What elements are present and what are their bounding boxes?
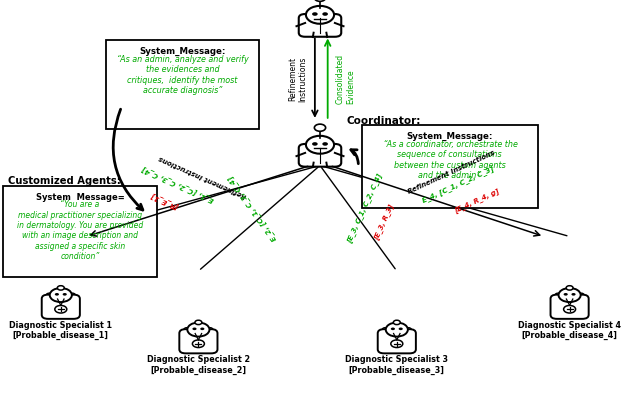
Circle shape bbox=[572, 293, 575, 296]
Text: System_Message:: System_Message: bbox=[140, 47, 225, 56]
Text: “You are a
medical practitioner specializing
in dermatology. You are provided
wi: “You are a medical practitioner speciali… bbox=[17, 200, 143, 260]
Circle shape bbox=[559, 288, 580, 302]
Text: E_4, [C_1, C_2, C_3]: E_4, [C_1, C_2, C_3] bbox=[420, 165, 495, 204]
FancyBboxPatch shape bbox=[3, 186, 157, 277]
Circle shape bbox=[58, 286, 64, 290]
Circle shape bbox=[195, 320, 202, 325]
Text: E_1, [C_2, C_3, C_4]: E_1, [C_2, C_3, C_4] bbox=[141, 165, 214, 203]
Circle shape bbox=[314, 125, 326, 132]
Text: Diagnostic Specialist 4
[Probable_disease_4]: Diagnostic Specialist 4 [Probable_diseas… bbox=[518, 320, 621, 339]
FancyBboxPatch shape bbox=[179, 329, 218, 354]
Text: Diagnostic Specialist 3
[Probable_disease_3]: Diagnostic Specialist 3 [Probable_diseas… bbox=[346, 354, 448, 374]
FancyBboxPatch shape bbox=[106, 40, 259, 130]
FancyBboxPatch shape bbox=[299, 145, 341, 167]
Text: Customized Agents:: Customized Agents: bbox=[8, 175, 120, 185]
Text: Diagnostic Specialist 2
[Probable_disease_2]: Diagnostic Specialist 2 [Probable_diseas… bbox=[147, 354, 250, 374]
Circle shape bbox=[382, 328, 388, 332]
Circle shape bbox=[314, 0, 326, 2]
Text: [E_3, C_1, C_2, C_4]: [E_3, C_1, C_2, C_4] bbox=[346, 172, 383, 243]
Text: Refinement
Instructions: Refinement Instructions bbox=[288, 56, 307, 102]
Text: Diagnostic Specialist 1
[Probable_disease_1]: Diagnostic Specialist 1 [Probable_diseas… bbox=[10, 320, 112, 339]
Circle shape bbox=[566, 286, 573, 290]
Circle shape bbox=[394, 320, 400, 325]
Text: System  Message=: System Message= bbox=[36, 192, 124, 201]
Circle shape bbox=[306, 7, 334, 25]
Circle shape bbox=[188, 323, 209, 337]
Circle shape bbox=[323, 143, 328, 146]
Text: [E_3, R_3]: [E_3, R_3] bbox=[373, 203, 395, 241]
Text: [E_4, R_4, g]: [E_4, R_4, g] bbox=[453, 187, 500, 214]
Circle shape bbox=[555, 294, 561, 297]
Circle shape bbox=[193, 328, 196, 330]
FancyBboxPatch shape bbox=[362, 126, 538, 209]
Text: Coordinator:: Coordinator: bbox=[347, 115, 421, 126]
FancyBboxPatch shape bbox=[42, 295, 80, 319]
Circle shape bbox=[207, 328, 213, 332]
Circle shape bbox=[323, 13, 328, 17]
Circle shape bbox=[184, 328, 190, 332]
Circle shape bbox=[50, 288, 72, 302]
Text: E_2, [C_1, C_3, C_4]: E_2, [C_1, C_3, C_4] bbox=[227, 174, 278, 241]
Circle shape bbox=[46, 294, 52, 297]
FancyBboxPatch shape bbox=[550, 295, 589, 319]
Circle shape bbox=[405, 328, 412, 332]
Text: [R_E_1]: [R_E_1] bbox=[150, 191, 180, 210]
Circle shape bbox=[391, 328, 395, 330]
FancyBboxPatch shape bbox=[378, 329, 416, 354]
Circle shape bbox=[312, 143, 317, 146]
Circle shape bbox=[386, 323, 408, 337]
FancyBboxPatch shape bbox=[299, 15, 341, 38]
Circle shape bbox=[312, 13, 317, 17]
Circle shape bbox=[55, 293, 59, 296]
Circle shape bbox=[69, 294, 76, 297]
Text: System_Message:: System_Message: bbox=[406, 132, 493, 141]
Text: Consolidated
Evidence: Consolidated Evidence bbox=[336, 54, 355, 104]
Circle shape bbox=[578, 294, 584, 297]
Circle shape bbox=[306, 136, 334, 154]
Text: Refinement Instructions: Refinement Instructions bbox=[407, 149, 495, 195]
Circle shape bbox=[63, 293, 67, 296]
Text: “As a coordinator, orchestrate the
sequence of consultations
between the custom : “As a coordinator, orchestrate the seque… bbox=[381, 140, 518, 180]
Text: “As an admin, analyze and verify
the evidences and
critiques,  identify the most: “As an admin, analyze and verify the evi… bbox=[116, 55, 248, 95]
Circle shape bbox=[200, 328, 204, 330]
Circle shape bbox=[399, 328, 403, 330]
Text: Refinement Instructions: Refinement Instructions bbox=[159, 154, 248, 198]
Circle shape bbox=[564, 293, 568, 296]
